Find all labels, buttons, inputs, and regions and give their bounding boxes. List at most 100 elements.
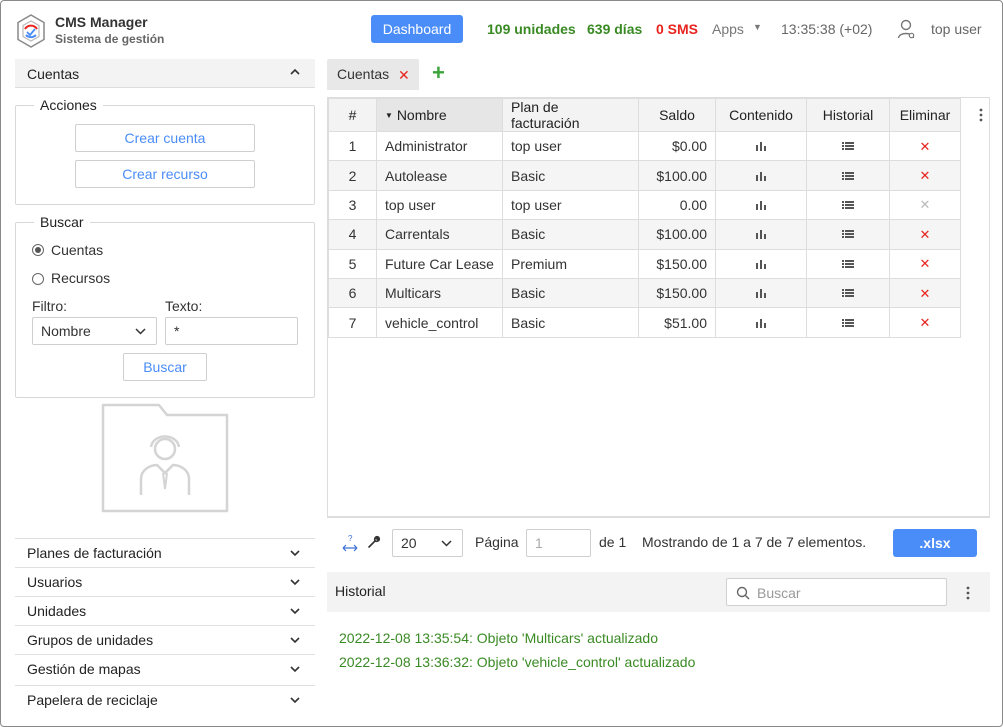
bar-chart-icon[interactable] [755,229,767,240]
delete-icon[interactable]: ✕ [919,168,931,184]
table-row[interactable]: 5 Future Car Lease Premium $150.00 ✕ [328,248,961,279]
col-index[interactable]: # [328,98,377,132]
col-history[interactable]: Historial [806,98,890,132]
cell-name[interactable]: Carrentals [376,219,503,250]
days-counter[interactable]: 639 días [587,21,643,37]
list-icon[interactable] [842,141,854,151]
table-row[interactable]: 3 top user top user 0.00 ✕ [328,189,961,221]
table-row[interactable]: 4 Carrentals Basic $100.00 ✕ [328,219,961,250]
page-size-select[interactable]: 20 [392,529,463,557]
history-menu-icon[interactable] [966,586,970,600]
export-xlsx-button[interactable]: .xlsx [893,529,977,557]
bar-chart-icon[interactable] [755,288,767,299]
table-row[interactable]: 6 Multicars Basic $150.00 ✕ [328,277,961,309]
search-button[interactable]: Buscar [123,353,207,381]
cell-plan[interactable]: Basic [502,277,639,309]
table-menu-icon[interactable] [979,108,983,122]
cell-index: 3 [328,189,377,221]
nav-billing-plans[interactable]: Planes de facturación [15,538,315,567]
apps-caret-icon[interactable]: ▼ [753,22,762,32]
cell-plan[interactable]: Basic [502,307,639,338]
nav-users-label: Usuarios [27,574,83,590]
col-delete[interactable]: Eliminar [889,98,961,132]
text-input[interactable]: * [165,317,298,345]
table-row[interactable]: 7 vehicle_control Basic $51.00 ✕ [328,307,961,338]
list-icon[interactable] [842,229,854,239]
dashboard-button[interactable]: Dashboard [371,15,463,43]
autosize-icon[interactable]: ? [341,534,359,552]
cell-content [715,307,807,338]
list-icon[interactable] [842,318,854,328]
cell-plan[interactable]: Basic [502,160,639,191]
page-input[interactable]: 1 [526,529,591,557]
list-icon[interactable] [842,288,854,298]
accounts-panel-header[interactable]: Cuentas [15,59,315,88]
list-icon[interactable] [842,200,854,210]
cell-index: 6 [328,277,377,309]
delete-icon[interactable]: ✕ [919,315,931,331]
chevron-down-icon[interactable] [289,547,301,559]
cell-name[interactable]: Autolease [376,160,503,191]
delete-icon[interactable]: ✕ [919,285,931,301]
cell-name[interactable]: Future Car Lease [376,248,503,279]
col-balance[interactable]: Saldo [638,98,716,132]
cell-name[interactable]: top user [376,189,503,221]
nav-users[interactable]: Usuarios [15,567,315,596]
nav-map-management[interactable]: Gestión de mapas [15,654,315,683]
col-plan[interactable]: Plan de facturación [502,98,639,132]
create-resource-button[interactable]: Crear recurso [75,160,255,188]
bar-chart-icon[interactable] [755,200,767,210]
history-search-placeholder: Buscar [757,585,801,601]
chevron-down-icon[interactable] [289,605,301,617]
list-icon[interactable] [842,171,854,181]
cell-plan[interactable]: top user [502,189,639,221]
tab-accounts[interactable]: Cuentas ✕ [327,59,419,90]
create-account-button[interactable]: Crear cuenta [75,124,255,152]
bar-chart-icon[interactable] [755,141,767,152]
radio-resources-label[interactable]: Recursos [51,270,111,286]
filter-select[interactable]: Nombre [32,317,157,345]
nav-units[interactable]: Unidades [15,596,315,625]
col-name[interactable]: ▼ Nombre [376,98,503,132]
add-tab-icon[interactable]: + [432,60,445,85]
tab-accounts-label: Cuentas [337,66,390,82]
nav-recycle-bin[interactable]: Papelera de reciclaje [15,685,315,714]
history-search-input[interactable]: Buscar [726,578,947,606]
cell-balance: $150.00 [638,248,716,279]
radio-accounts[interactable] [32,244,44,256]
sort-desc-icon[interactable]: ▼ [385,111,393,120]
cell-plan[interactable]: top user [502,130,639,162]
chevron-down-icon[interactable] [289,576,301,588]
bar-chart-icon[interactable] [755,171,767,181]
list-icon[interactable] [842,259,854,269]
chevron-down-icon[interactable] [289,634,301,646]
wrench-icon[interactable] [367,535,381,549]
user-icon[interactable] [897,19,915,39]
table-row[interactable]: 2 Autolease Basic $100.00 ✕ [328,160,961,191]
units-counter[interactable]: 109 unidades [487,21,576,37]
chevron-down-icon[interactable] [289,694,301,706]
sms-counter[interactable]: 0 SMS [656,21,699,37]
cell-plan[interactable]: Basic [502,219,639,250]
user-name[interactable]: top user [931,21,982,37]
cell-name[interactable]: vehicle_control [376,307,503,338]
delete-icon[interactable]: ✕ [919,138,931,154]
chevron-down-icon[interactable] [289,663,301,675]
bar-chart-icon[interactable] [755,318,767,328]
radio-accounts-label[interactable]: Cuentas [51,242,104,258]
cell-name[interactable]: Multicars [376,277,503,309]
cell-name[interactable]: Administrator [376,130,503,162]
cell-plan[interactable]: Premium [502,248,639,279]
nav-unit-groups[interactable]: Grupos de unidades [15,625,315,654]
chevron-up-icon[interactable] [289,66,301,78]
apps-menu[interactable]: Apps [712,21,744,37]
close-tab-icon[interactable]: ✕ [398,67,410,83]
delete-icon[interactable]: ✕ [919,226,931,242]
col-content[interactable]: Contenido [715,98,807,132]
delete-icon[interactable]: ✕ [919,256,931,272]
bar-chart-icon[interactable] [755,259,767,269]
cell-delete: ✕ [889,130,961,162]
radio-resources[interactable] [32,273,44,285]
cell-history [806,277,890,309]
table-row[interactable]: 1 Administrator top user $0.00 ✕ [328,130,961,162]
